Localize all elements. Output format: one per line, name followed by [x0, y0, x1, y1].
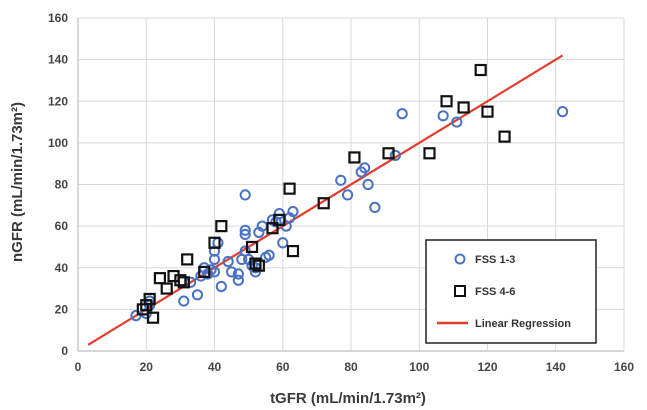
point-fss-1-3 — [277, 237, 289, 249]
x-tick-label: 120 — [477, 360, 497, 374]
point-fss-1-3 — [178, 295, 190, 307]
x-tick-label: 60 — [276, 360, 290, 374]
point-fss-1-3 — [369, 201, 381, 213]
x-tick-label: 0 — [75, 360, 82, 374]
point-fss-4-6 — [498, 130, 511, 143]
point-fss-1-3 — [451, 116, 463, 128]
point-fss-4-6 — [317, 197, 330, 210]
point-fss-1-3 — [389, 149, 401, 161]
point-fss-1-3 — [362, 178, 374, 191]
point-fss-4-6 — [140, 299, 153, 312]
point-fss-4-6 — [273, 213, 286, 226]
point-fss-1-3 — [239, 228, 251, 241]
point-fss-4-6 — [174, 274, 187, 287]
point-fss-1-3 — [222, 255, 234, 268]
point-fss-4-6 — [181, 253, 194, 266]
point-fss-4-6 — [382, 147, 395, 160]
point-fss-1-3 — [556, 106, 569, 118]
y-tick-label: 20 — [55, 302, 69, 316]
legend-label-fss-1-3: FSS 1-3 — [475, 254, 515, 266]
point-fss-4-6 — [266, 222, 279, 235]
point-fss-4-6 — [457, 101, 470, 114]
point-fss-4-6 — [208, 236, 221, 249]
legend-label-fss-4-6: FSS 4-6 — [475, 286, 515, 298]
point-fss-4-6 — [481, 105, 494, 118]
point-fss-1-3 — [215, 280, 227, 293]
x-tick-label: 20 — [140, 360, 154, 374]
point-fss-4-6 — [249, 257, 262, 270]
point-fss-1-3 — [232, 268, 244, 280]
x-tick-label: 160 — [614, 360, 634, 374]
point-fss-1-3 — [130, 310, 142, 322]
y-tick-label: 140 — [48, 53, 68, 67]
y-tick-label: 60 — [55, 219, 69, 233]
point-fss-4-6 — [153, 272, 166, 285]
x-tick-label: 40 — [208, 360, 222, 374]
point-fss-1-3 — [396, 108, 408, 120]
point-fss-1-3 — [239, 189, 251, 201]
plot-area — [87, 54, 569, 346]
point-fss-1-3 — [225, 266, 238, 278]
y-axis-title: nGFR (mL/min/1.73m²) — [9, 102, 26, 262]
legend-label-linear-regression: Linear Regression — [475, 318, 571, 330]
point-fss-1-3 — [335, 174, 347, 186]
point-fss-4-6 — [198, 265, 211, 279]
point-fss-4-6 — [286, 245, 300, 258]
point-fss-4-6 — [143, 292, 156, 306]
y-tick-label: 100 — [48, 136, 68, 150]
point-fss-4-6 — [348, 151, 361, 164]
tick-labels: 0 20 40 60 80 100 120 140 160 0 20 40 60 80 100 120 140 1… — [48, 11, 634, 374]
point-fss-1-3 — [191, 289, 204, 301]
point-fss-4-6 — [283, 182, 296, 195]
point-fss-4-6 — [423, 147, 436, 160]
point-fss-4-6 — [160, 282, 173, 295]
point-fss-1-3 — [287, 205, 299, 218]
point-fss-4-6 — [215, 220, 228, 233]
x-tick-label: 140 — [546, 360, 566, 374]
point-fss-4-6 — [146, 311, 160, 324]
axes — [77, 18, 624, 352]
y-tick-label: 0 — [61, 344, 68, 358]
regression-line — [87, 54, 564, 346]
y-tick-label: 40 — [55, 261, 69, 275]
y-tick-label: 80 — [55, 178, 69, 192]
legend-marker-fss-4-6 — [454, 285, 466, 297]
point-fss-1-3 — [273, 208, 285, 220]
y-tick-label: 160 — [48, 11, 68, 25]
point-fss-4-6 — [474, 63, 487, 77]
x-axis-title: tGFR (mL/min/1.73m²) — [270, 390, 426, 407]
x-tick-label: 100 — [409, 360, 429, 374]
x-tick-label: 80 — [344, 360, 358, 374]
point-fss-1-3 — [249, 266, 262, 278]
point-fss-1-3 — [437, 110, 449, 122]
point-fss-4-6 — [177, 276, 190, 289]
point-fss-4-6 — [440, 95, 453, 108]
point-fss-4-6 — [245, 240, 259, 254]
y-tick-label: 120 — [48, 94, 68, 108]
point-fss-4-6 — [252, 259, 265, 272]
point-fss-1-3 — [341, 189, 354, 201]
legend: FSS 1-3 FSS 4-6 Linear Regression — [425, 239, 597, 344]
point-fss-1-3 — [239, 224, 251, 236]
point-fss-1-3 — [359, 162, 371, 174]
legend-marker-fss-1-3 — [454, 253, 466, 265]
point-fss-1-3 — [263, 249, 275, 261]
point-fss-1-3 — [232, 274, 244, 286]
